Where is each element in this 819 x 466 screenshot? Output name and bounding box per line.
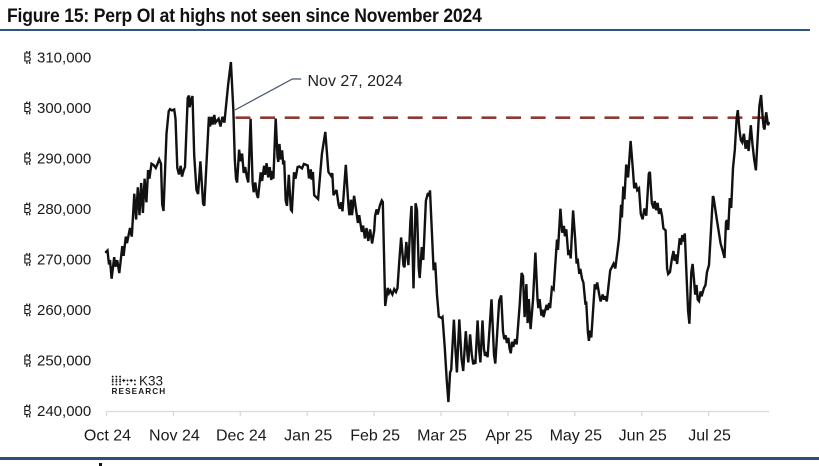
svg-text:Apr 25: Apr 25	[485, 428, 532, 445]
svg-text:Nov 27, 2024: Nov 27, 2024	[308, 73, 403, 90]
svg-text:B: B	[23, 152, 31, 166]
svg-text:K33: K33	[139, 374, 163, 389]
svg-text:250,000: 250,000	[37, 352, 91, 369]
svg-text:B: B	[23, 202, 31, 216]
svg-text:240,000: 240,000	[37, 403, 91, 420]
svg-text:RESEARCH: RESEARCH	[112, 387, 167, 396]
svg-text:B: B	[23, 404, 31, 418]
svg-text:B: B	[23, 354, 31, 368]
svg-text:Jun 25: Jun 25	[619, 428, 667, 445]
svg-text:May 25: May 25	[550, 428, 603, 445]
svg-text:Nov 24: Nov 24	[149, 428, 200, 445]
svg-text:B: B	[23, 253, 31, 267]
svg-text:Jan 25: Jan 25	[284, 428, 332, 445]
svg-text:Oct 24: Oct 24	[84, 428, 131, 445]
svg-text:270,000: 270,000	[37, 251, 91, 268]
svg-text:B: B	[23, 101, 31, 115]
svg-text:310,000: 310,000	[37, 49, 91, 66]
svg-text:260,000: 260,000	[37, 302, 91, 319]
svg-text:Mar 25: Mar 25	[417, 428, 467, 445]
svg-text:290,000: 290,000	[37, 150, 91, 167]
svg-text:300,000: 300,000	[37, 100, 91, 117]
svg-text:B: B	[23, 51, 31, 65]
svg-text:Jul 25: Jul 25	[688, 428, 731, 445]
svg-text:B: B	[23, 303, 31, 317]
svg-text:Feb 25: Feb 25	[350, 428, 400, 445]
svg-text:Dec 24: Dec 24	[216, 428, 267, 445]
svg-text:280,000: 280,000	[37, 201, 91, 218]
